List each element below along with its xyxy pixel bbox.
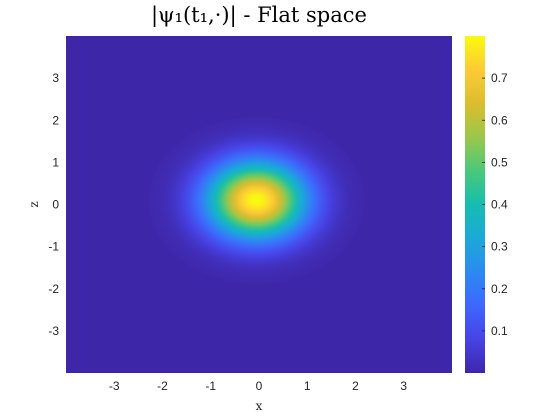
- colorbar-tick-label: 0.7: [491, 71, 508, 85]
- y-axis-label: z: [27, 201, 41, 207]
- colorbar: 0.1 0.2 0.3 0.4 0.5 0.6 0.7: [465, 36, 508, 373]
- x-axis: -3 -2 -1 0 1 2 3: [109, 379, 407, 393]
- y-tick-label: 0: [52, 198, 59, 212]
- x-tick-label: -3: [109, 379, 120, 393]
- x-tick-label: 2: [352, 379, 359, 393]
- chart-title: |ψ₁(t₁,·)| - Flat space: [151, 3, 367, 28]
- y-tick-label: -2: [48, 282, 59, 296]
- x-tick-label: 3: [400, 379, 407, 393]
- y-tick-label: 2: [52, 113, 59, 127]
- x-tick-label: -2: [157, 379, 168, 393]
- colorbar-tick-label: 0.2: [491, 282, 508, 296]
- colorbar-tick-label: 0.6: [491, 113, 508, 127]
- colorbar-bar: [465, 36, 485, 373]
- colorbar-tick-label: 0.3: [491, 240, 508, 254]
- plot-area: [66, 36, 452, 373]
- colorbar-tick-label: 0.1: [491, 324, 508, 338]
- y-tick-label: 3: [52, 71, 59, 85]
- x-tick-label: 0: [256, 379, 263, 393]
- y-tick-label: 1: [52, 155, 59, 169]
- y-tick-label: -3: [48, 324, 59, 338]
- peak-blob: [148, 116, 365, 284]
- y-axis: -3 -2 -1 0 1 2 3: [48, 71, 59, 338]
- y-tick-label: -1: [48, 240, 59, 254]
- x-tick-label: 1: [304, 379, 311, 393]
- colorbar-ticks: 0.1 0.2 0.3 0.4 0.5 0.6 0.7: [482, 71, 508, 338]
- colorbar-tick-label: 0.5: [491, 155, 508, 169]
- x-axis-label: x: [256, 399, 263, 413]
- colorbar-tick-label: 0.4: [491, 198, 508, 212]
- x-tick-label: -1: [205, 379, 216, 393]
